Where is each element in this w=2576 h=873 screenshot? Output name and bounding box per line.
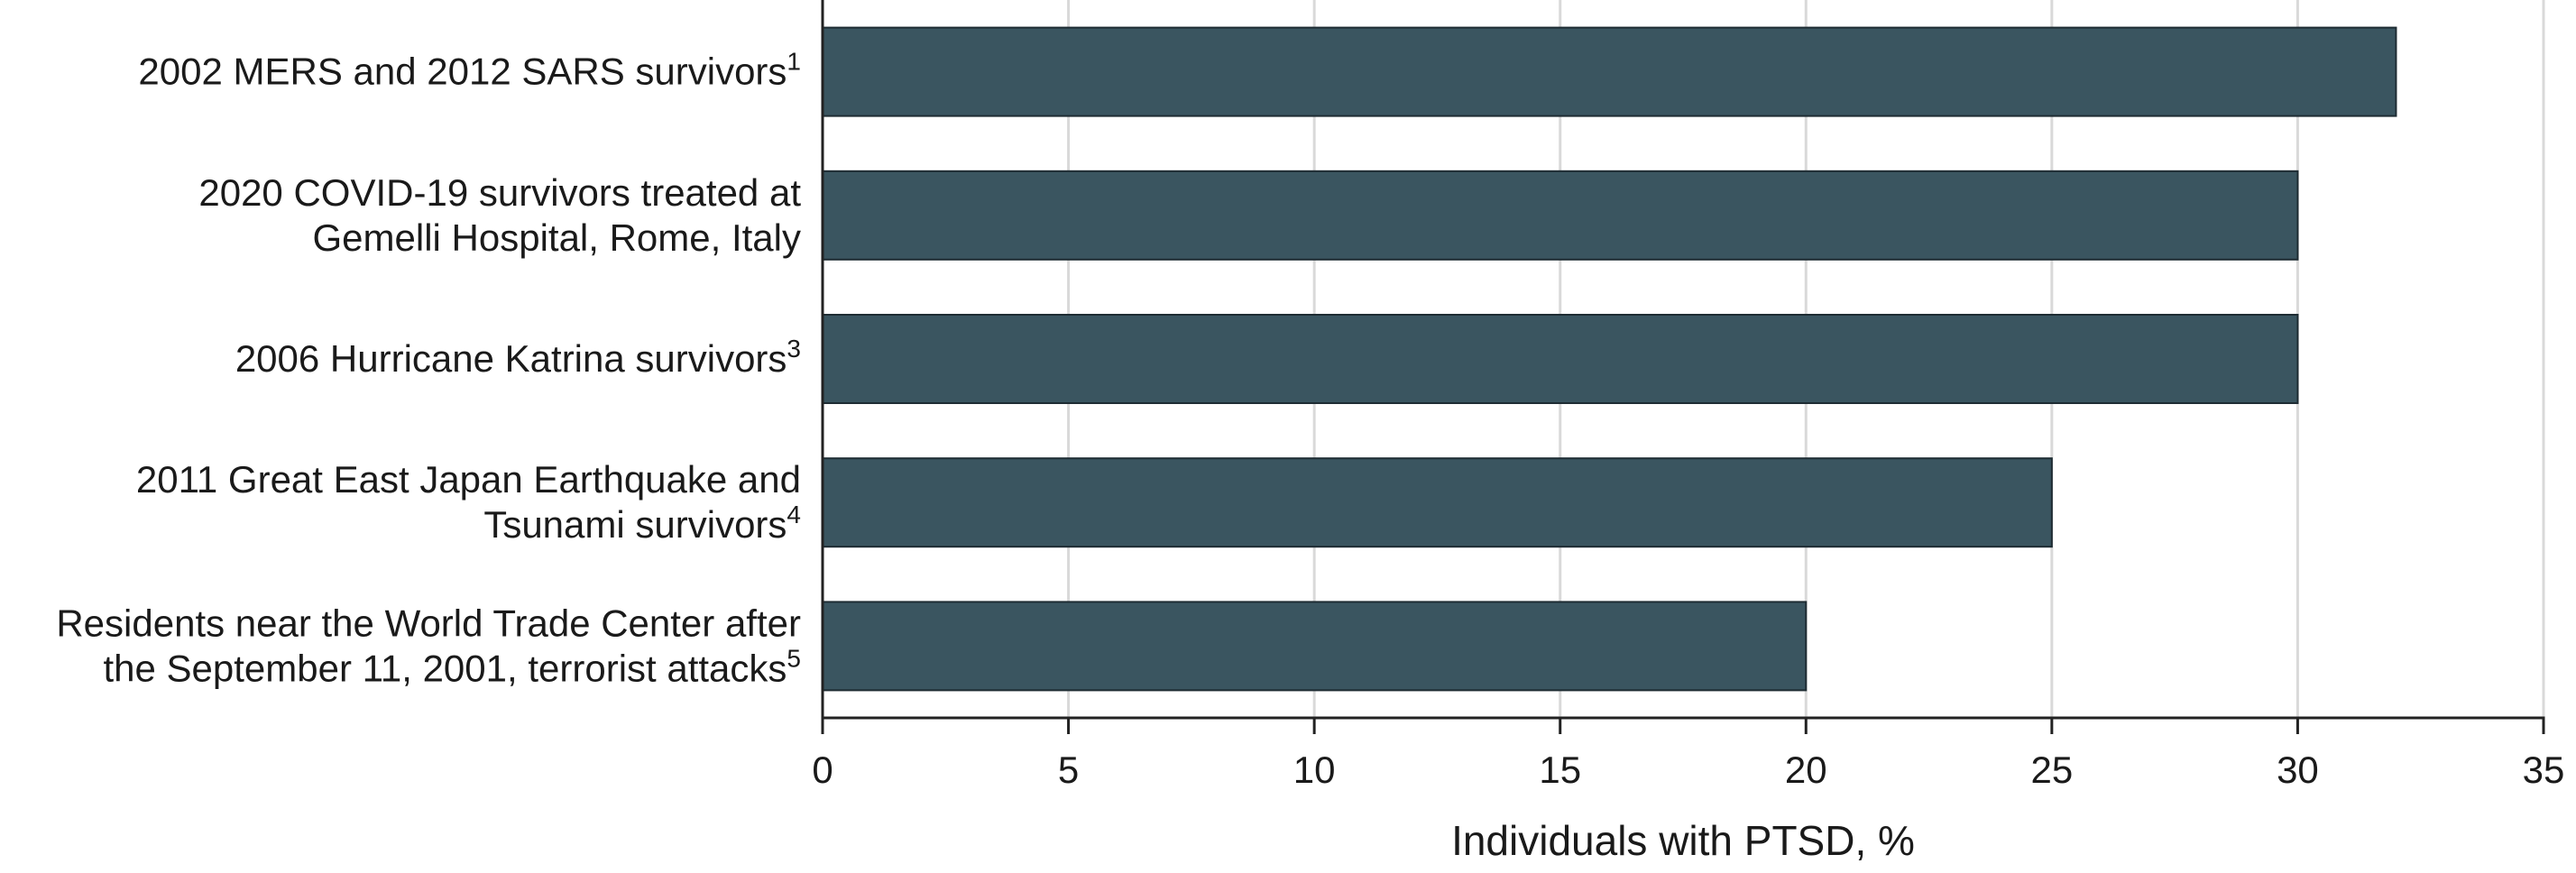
category-label: Tsunami survivors4 [483, 501, 801, 546]
bar [822, 314, 2299, 404]
x-tick-label: 30 [2277, 749, 2319, 791]
category-label: 2011 Great East Japan Earthquake and [136, 458, 801, 501]
x-axis-title: Individuals with PTSD, % [1451, 817, 1915, 864]
x-axis: 0 5 10 15 20 25 30 35 [812, 0, 2564, 791]
category-label: the September 11, 2001, terrorist attack… [103, 644, 801, 689]
x-tick-label: 15 [1539, 749, 1581, 791]
x-tick-label: 0 [812, 749, 833, 791]
category-label: Gemelli Hospital, Rome, Italy [312, 216, 801, 259]
x-tick-label: 25 [2030, 749, 2073, 791]
x-tick-label: 10 [1293, 749, 1336, 791]
x-tick-label: 35 [2523, 749, 2565, 791]
x-tick-label: 5 [1058, 749, 1079, 791]
bar [822, 457, 2053, 548]
x-tick-label: 20 [1785, 749, 1827, 791]
bars [822, 26, 2397, 692]
category-labels: 2002 MERS and 2012 SARS survivors1 2020 C… [56, 48, 801, 690]
category-label: 2006 Hurricane Katrina survivors3 [235, 335, 801, 380]
bar [822, 26, 2397, 117]
category-label: 2002 MERS and 2012 SARS survivors1 [138, 48, 801, 93]
category-label: Residents near the World Trade Center af… [56, 602, 801, 644]
category-label: 2020 COVID-19 survivors treated at [198, 171, 801, 214]
bar [822, 170, 2299, 261]
bar [822, 601, 1808, 692]
